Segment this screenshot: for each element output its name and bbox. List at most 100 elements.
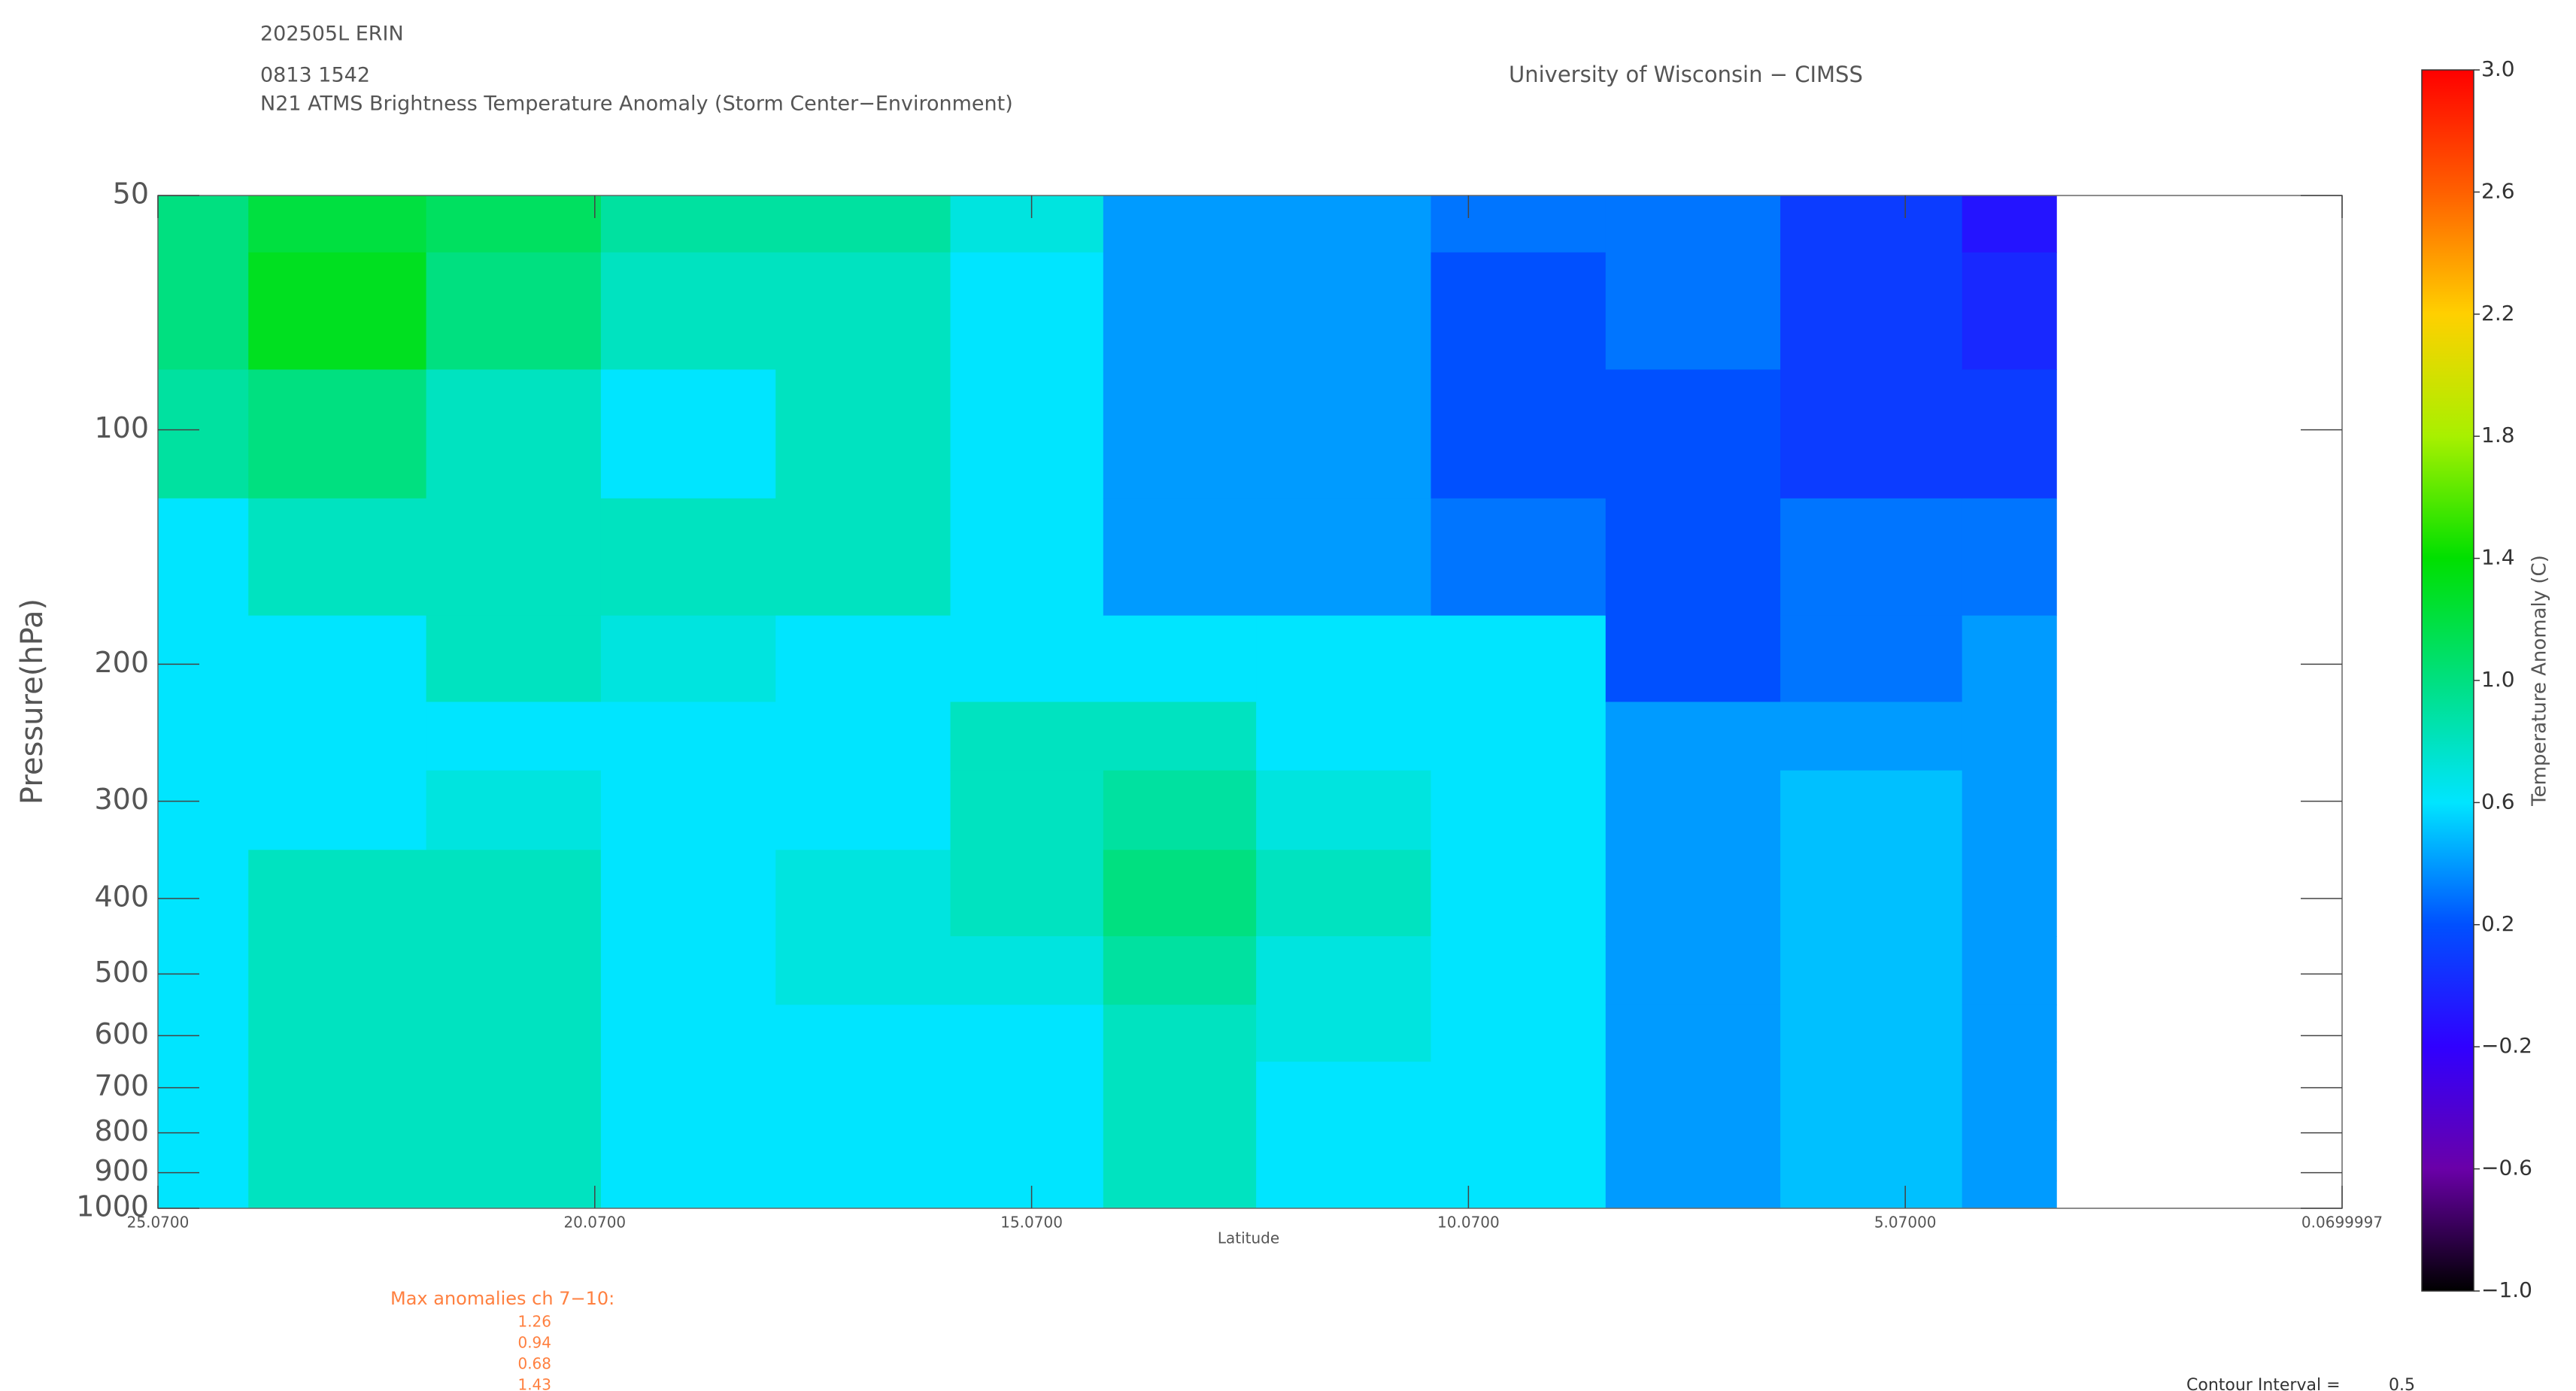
contour-cell [600,252,776,371]
contour-cell [950,850,1104,937]
contour-cell [426,936,602,1005]
y-tick-label: 50 [113,177,149,211]
contour-cell [426,1120,602,1182]
y-tick-label: 600 [94,1017,149,1050]
contour-cell [1103,369,1257,499]
colorbar-tick-label: 2.6 [2481,178,2515,203]
contour-cell [1256,1005,1432,1062]
contour-cell [1431,770,1607,850]
contour-cell [775,195,951,253]
contour-cell [1605,850,1781,937]
plot-frame [157,195,2343,1209]
colorbar-tick-label: 0.2 [2481,911,2515,936]
contour-cell [158,770,249,850]
contour-cell [1605,770,1781,850]
contour-cell [248,1005,427,1062]
contour-cell [426,1005,602,1062]
y-label: Pressure(hPa) [15,599,50,805]
contour-cell [1103,770,1257,850]
contour-cell [426,702,602,771]
contour-cell [1780,936,1963,1005]
colorbar [2421,69,2474,1292]
contour-cell [1256,1120,1432,1182]
contour-cell [950,498,1104,617]
contour-cell [1962,936,2057,1005]
contour-cell [950,1005,1104,1062]
contour-cell [775,1180,951,1208]
contour-cell [600,195,776,253]
contour-cell [248,936,427,1005]
contour-cell [1431,702,1607,771]
contour-cell [950,1120,1104,1182]
contour-cell [248,195,427,253]
contour-cell [1256,702,1432,771]
colorbar-tick-label: 2.2 [2481,301,2515,326]
contour-cell [600,1005,776,1062]
contour-cell [248,770,427,850]
contour-cell [1103,498,1257,617]
contour-cell [1431,1005,1607,1062]
contour-cell [1780,1120,1963,1182]
contour-cell [1962,1005,2057,1062]
contour-cell [1780,702,1963,771]
y-tick-label: 500 [94,956,149,989]
ci-label: Contour Interval = [2186,1376,2341,1391]
contour-cell [1103,195,1257,253]
contour-cell [248,1061,427,1121]
contour-cell [426,252,602,371]
y-tick-label: 800 [94,1114,149,1147]
max-anomaly: 0.68 [517,1355,551,1373]
contour-cell [158,252,249,371]
contour-cell [775,498,951,617]
contour-cell [1605,1180,1781,1208]
x-tick-label: 0.0699997 [2301,1214,2383,1232]
contour-cell [1962,1180,2057,1208]
y-tick-label: 400 [94,880,149,913]
contour-cell [600,936,776,1005]
max-anomaly: 0.94 [517,1334,551,1352]
contour-cell [1605,195,1781,253]
contour-cell [158,1061,249,1121]
contour-cell [775,252,951,371]
contour-cell [1962,850,2057,937]
contour-cell [1103,1061,1257,1121]
contour-cell [158,1180,249,1208]
contour-cell [248,1180,427,1208]
contour-cell [248,1120,427,1182]
contour-cell [1780,252,1963,371]
contour-cell [158,936,249,1005]
x-tick-label: 5.07000 [1874,1214,1937,1232]
contour-cell [600,498,776,617]
source: University of Wisconsin − CIMSS [1509,62,1863,87]
contour-cell [1962,702,2057,771]
contour-cell [600,702,776,771]
contour-cell [1780,615,1963,703]
contour-cell [1256,252,1432,371]
contour-cell [426,195,602,253]
contour-cell [950,369,1104,499]
ci-value: 0.5 [2389,1376,2415,1391]
contour-cell [1103,702,1257,771]
header: 0813 1542 [260,64,370,87]
contour-cell [1962,770,2057,850]
contour-cell [158,195,249,253]
contour-cell [158,850,249,937]
max-title: Max anomalies ch 7−10: [390,1288,614,1309]
colorbar-tick-label: 3.0 [2481,56,2515,81]
contour-cell [1962,252,2057,371]
x-tick-label: 15.0700 [1000,1214,1063,1232]
contour-cell [775,770,951,850]
max-anomaly: 1.43 [517,1376,551,1391]
contour-cell [950,1061,1104,1121]
colorbar-tick-label: −1.0 [2481,1277,2532,1302]
contour-cell [1780,1180,1963,1208]
contour-cell [426,850,602,937]
header: N21 ATMS Brightness Temperature Anomaly … [260,92,1013,116]
contour-cell [600,1180,776,1208]
colorbar-tick-label: 1.4 [2481,545,2515,570]
contour-cell [248,252,427,371]
contour-cell [950,252,1104,371]
x-tick-label: 20.0700 [563,1214,626,1232]
contour-cell [248,850,427,937]
